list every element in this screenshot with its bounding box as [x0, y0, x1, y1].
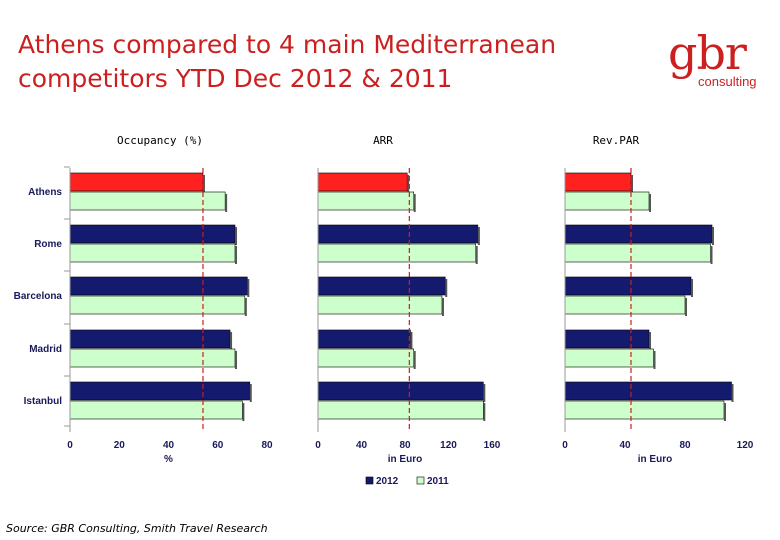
x-tick-label-1-2: 80	[399, 440, 411, 451]
bar-shadow-0-1-0	[234, 227, 237, 245]
x-tick-label-1-4: 160	[484, 440, 501, 451]
bar-shadow-0-1-1	[234, 246, 237, 264]
category-label-istanbul: Istanbul	[24, 396, 63, 407]
gbr-logo: gbr consulting	[668, 28, 768, 94]
bar-2-barcelona-2012	[564, 276, 692, 296]
x-tick-label-0-1: 20	[114, 440, 126, 451]
x-axis-label-0: %	[164, 454, 173, 465]
x-tick-label-0-4: 80	[261, 440, 273, 451]
x-axis-label-1: in Euro	[388, 454, 422, 465]
bar-shadow-2-1-1	[710, 246, 713, 264]
x-tick-label-2-1: 40	[619, 440, 631, 451]
bar-2-barcelona-2011	[564, 295, 686, 315]
bar-0-madrid-2011	[69, 348, 236, 368]
category-label-rome: Rome	[34, 239, 62, 250]
bar-1-madrid-2011	[317, 348, 414, 368]
title-line-1: Athens compared to 4 main Mediterranean	[18, 30, 557, 59]
bar-shadow-1-0-1	[413, 194, 416, 212]
x-tick-label-0-0: 0	[67, 440, 73, 451]
bar-2-rome-2011	[564, 243, 711, 263]
x-axis-label-2: in Euro	[638, 454, 672, 465]
logo-sub-text: consulting	[698, 74, 757, 89]
bar-0-rome-2011	[69, 243, 236, 263]
bar-0-athens-2011	[69, 191, 226, 211]
bar-shadow-1-1-0	[477, 227, 480, 245]
bar-0-istanbul-2012	[69, 381, 251, 401]
bar-0-rome-2012	[69, 224, 236, 244]
bar-1-athens-2011	[317, 191, 414, 211]
x-tick-label-1-3: 120	[440, 440, 457, 451]
x-tick-label-1-0: 0	[315, 440, 321, 451]
bar-2-istanbul-2011	[564, 400, 725, 420]
legend-label-2011: 2011	[427, 476, 449, 487]
source-note: Source: GBR Consulting, Smith Travel Res…	[6, 522, 268, 535]
legend-swatch-2011	[416, 476, 425, 485]
bar-shadow-2-2-1	[685, 298, 687, 316]
bar-0-barcelona-2011	[69, 295, 246, 315]
bar-1-barcelona-2012	[317, 276, 446, 296]
title-line-2: competitors YTD Dec 2012 & 2011	[18, 64, 453, 93]
bar-shadow-2-4-1	[724, 403, 726, 421]
bar-shadow-1-2-0	[445, 279, 448, 297]
bar-shadow-2-2-0	[691, 279, 693, 297]
bar-shadow-2-4-0	[731, 384, 734, 402]
bar-shadow-0-2-0	[247, 279, 250, 297]
x-tick-label-0-2: 40	[163, 440, 175, 451]
bar-1-istanbul-2011	[317, 400, 484, 420]
bar-2-rome-2012	[564, 224, 713, 244]
bar-1-athens-2012	[317, 172, 408, 192]
bar-shadow-0-2-1	[244, 298, 247, 316]
bar-2-madrid-2011	[564, 348, 654, 368]
bar-shadow-0-0-1	[225, 194, 228, 212]
bar-1-istanbul-2012	[317, 381, 484, 401]
bar-shadow-2-1-0	[712, 227, 714, 245]
x-tick-label-2-3: 120	[737, 440, 754, 451]
category-label-barcelona: Barcelona	[14, 291, 63, 302]
bar-shadow-1-0-0	[407, 175, 410, 193]
x-tick-label-2-0: 0	[562, 440, 568, 451]
chart-title-revpar: Rev.PAR	[592, 134, 640, 147]
bar-1-madrid-2012	[317, 329, 411, 349]
bar-shadow-2-0-1	[649, 194, 651, 212]
bar-2-athens-2012	[564, 172, 632, 192]
bar-shadow-0-3-1	[234, 351, 237, 369]
category-label-madrid: Madrid	[29, 344, 62, 355]
bar-1-rome-2011	[317, 243, 476, 263]
chart-title-occupancy: Occupancy (%)	[116, 134, 204, 147]
bar-shadow-1-3-0	[410, 332, 413, 350]
bar-shadow-1-2-1	[441, 298, 444, 316]
bar-shadow-0-4-1	[242, 403, 245, 421]
bar-shadow-2-3-1	[653, 351, 656, 369]
bar-shadow-1-4-0	[483, 384, 486, 402]
bar-0-barcelona-2012	[69, 276, 248, 296]
bar-shadow-1-1-1	[475, 246, 478, 264]
bar-shadow-1-3-1	[413, 351, 416, 369]
bar-2-athens-2011	[564, 191, 650, 211]
chart-title-arr: ARR	[373, 134, 393, 147]
bar-shadow-2-0-0	[631, 175, 633, 193]
legend-swatch-2012	[365, 476, 374, 485]
bar-shadow-0-0-0	[202, 175, 205, 193]
bar-shadow-0-4-0	[249, 384, 252, 402]
legend-label-2012: 2012	[376, 476, 399, 487]
x-tick-label-0-3: 60	[212, 440, 224, 451]
bar-0-istanbul-2011	[69, 400, 243, 420]
category-label-athens: Athens	[28, 187, 62, 198]
logo-main-text: gbr	[668, 26, 747, 80]
bar-shadow-1-4-1	[483, 403, 486, 421]
bar-1-rome-2012	[317, 224, 479, 244]
bar-1-barcelona-2011	[317, 295, 443, 315]
bar-0-madrid-2012	[69, 329, 231, 349]
bar-2-madrid-2012	[564, 329, 650, 349]
bar-0-athens-2012	[69, 172, 204, 192]
bar-shadow-0-3-0	[230, 332, 233, 350]
bar-2-istanbul-2012	[564, 381, 732, 401]
x-tick-label-1-1: 40	[356, 440, 368, 451]
page-title: Athens compared to 4 main Mediterranean …	[18, 28, 638, 96]
x-tick-label-2-2: 80	[679, 440, 691, 451]
bar-shadow-2-3-0	[649, 332, 651, 350]
